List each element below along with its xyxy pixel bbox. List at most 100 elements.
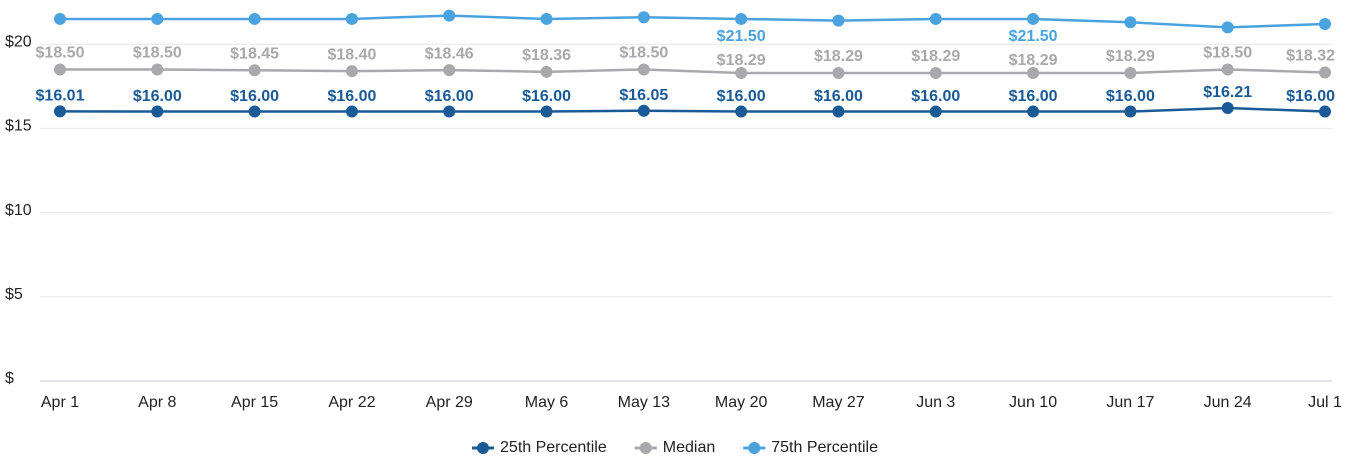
legend-label: 25th Percentile [500,439,607,456]
data-label: $16.05 [619,87,668,104]
point [540,12,553,25]
legend-label: Median [663,439,715,456]
point [929,105,942,118]
y-tick-label: $10 [5,202,32,219]
point [1027,66,1040,79]
data-label: $16.00 [1286,88,1335,105]
point [54,12,66,25]
point [1124,16,1137,29]
data-label: $18.29 [717,52,766,69]
point [1221,102,1234,115]
point [1319,105,1331,118]
point [151,63,164,76]
x-tick-label: Apr 29 [426,394,473,411]
x-tick-label: Apr 1 [41,394,79,411]
legend: 25th Percentile Median 75th Percentile [472,439,878,456]
data-label: $16.21 [1203,84,1252,101]
x-tick-label: Jun 24 [1204,394,1252,411]
point [1221,63,1234,76]
point [248,105,261,118]
series-line [59,106,1326,113]
data-label: $16.00 [230,88,279,105]
data-label: $18.32 [1286,48,1335,65]
legend-item: 25th Percentile [472,439,607,456]
data-label: $18.29 [1009,52,1058,69]
data-label: $18.29 [814,48,863,65]
point [735,66,748,79]
point [1124,66,1137,79]
point [1027,12,1040,25]
point [443,9,456,22]
data-label: $16.00 [911,88,960,105]
data-label: $21.50 [717,28,766,45]
y-tick-label: $5 [5,286,23,303]
legend-marker [477,442,490,454]
point [248,12,261,25]
y-tick-label: $ [5,370,14,387]
point [735,105,748,118]
data-label: $18.29 [911,48,960,65]
point [1027,105,1040,118]
point [345,65,358,78]
data-label: $18.50 [133,45,182,62]
point [540,65,553,78]
point [151,12,164,25]
data-label: $16.00 [814,88,863,105]
data-label: $16.00 [133,88,182,105]
data-label: $16.00 [717,88,766,105]
legend-marker [639,442,652,454]
data-label: $16.00 [425,88,474,105]
legend-item: Median [634,439,715,456]
point [1124,105,1137,118]
point [929,66,942,79]
point [735,12,748,25]
data-label: $18.36 [522,47,571,64]
point [832,14,845,27]
point [929,12,942,25]
x-tick-label: Jun 3 [916,394,955,411]
data-label: $18.50 [36,45,85,62]
point [637,11,650,24]
point [1221,21,1234,34]
data-label: $18.29 [1106,48,1155,65]
point [832,105,845,118]
point [832,66,845,79]
point [540,105,553,118]
x-tick-label: Apr 8 [138,394,176,411]
point [1319,17,1331,30]
x-tick-label: Jun 10 [1009,394,1057,411]
data-label: $16.00 [1009,88,1058,105]
x-tick-label: May 27 [812,394,865,411]
data-label: $21.50 [1009,28,1058,45]
data-label: $18.40 [327,46,376,63]
point [151,105,164,118]
x-tick-label: May 20 [715,394,768,411]
data-label: $18.50 [619,45,668,62]
point [637,104,650,117]
x-tick-label: May 6 [525,394,569,411]
data-label: $18.45 [230,46,279,63]
data-label: $16.01 [36,88,85,105]
x-tick-label: May 13 [618,394,671,411]
series-line [60,68,1326,75]
x-tick-label: Apr 15 [231,394,278,411]
point [54,63,66,76]
x-tick-label: Jun 17 [1106,394,1154,411]
y-tick-label: $20 [5,33,32,50]
point [345,105,358,118]
y-tick-label: $15 [5,118,32,135]
data-label: $16.00 [522,88,571,105]
series-line [60,14,1326,29]
x-tick-label: Jul 1 [1308,394,1342,411]
legend-marker [748,442,761,454]
legend-item: 75th Percentile [743,439,878,456]
data-label: $18.46 [425,45,474,62]
data-label: $18.50 [1203,45,1252,62]
point [443,105,456,118]
point [637,63,650,76]
point [1319,66,1331,79]
data-label: $16.00 [327,88,376,105]
point [443,64,456,77]
point [54,105,66,118]
point [248,64,261,77]
